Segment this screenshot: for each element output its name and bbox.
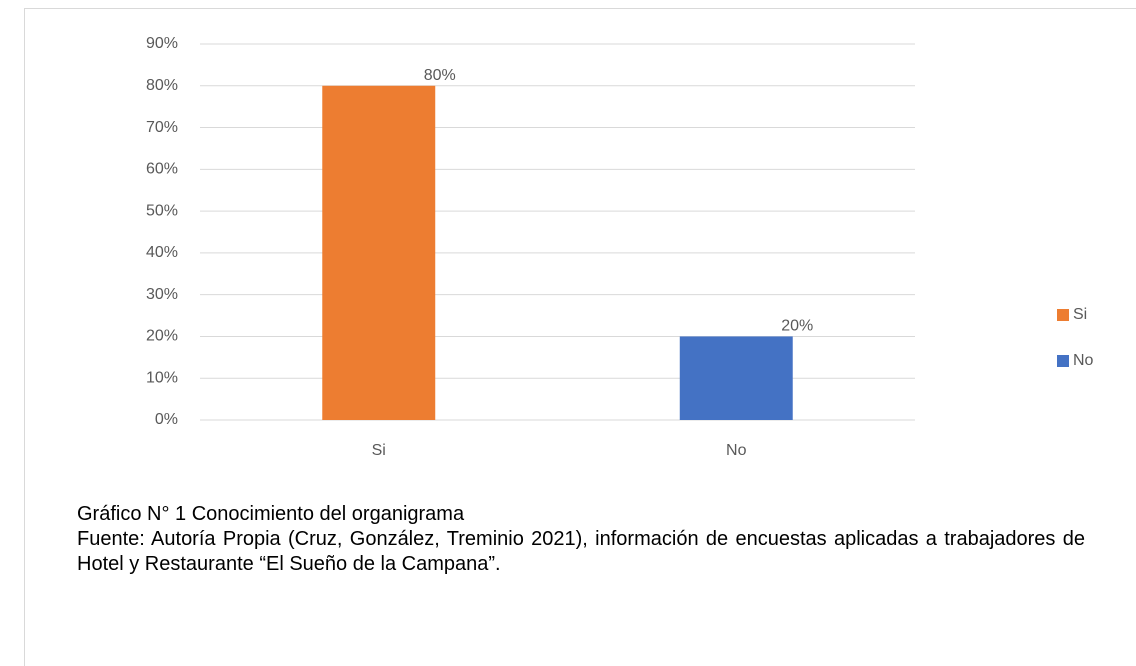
y-tick-label: 50% [146, 202, 178, 219]
y-tick-label: 20% [146, 328, 178, 345]
legend-swatch [1057, 355, 1069, 367]
data-label: 80% [424, 67, 456, 84]
legend-swatch [1057, 309, 1069, 321]
y-tick-label: 0% [155, 411, 178, 428]
caption-source: Fuente: Autoría Propia (Cruz, González, … [77, 528, 1085, 575]
chart: 0% 10% 20% 30% 40% 50% 60% 70% 80% 90% Si 80% No 20% S… [146, 35, 1094, 459]
legend-label: No [1073, 352, 1094, 369]
data-label: 20% [781, 318, 813, 335]
y-tick-label: 60% [146, 161, 178, 178]
legend-label: Si [1073, 306, 1087, 323]
y-tick-label: 40% [146, 244, 178, 261]
y-tick-label: 30% [146, 286, 178, 303]
bar [679, 336, 793, 420]
y-tick-label: 80% [146, 77, 178, 94]
x-tick-label: No [726, 442, 747, 459]
y-tick-label: 10% [146, 369, 178, 386]
x-tick-label: Si [372, 442, 386, 459]
y-tick-label: 70% [146, 119, 178, 136]
caption-title: Gráfico N° 1 Conocimiento del organigram… [77, 503, 465, 525]
caption: Gráfico N° 1 Conocimiento del organigram… [77, 502, 1085, 577]
y-tick-label: 90% [146, 35, 178, 52]
frame [24, 8, 1136, 666]
bar [322, 85, 436, 421]
